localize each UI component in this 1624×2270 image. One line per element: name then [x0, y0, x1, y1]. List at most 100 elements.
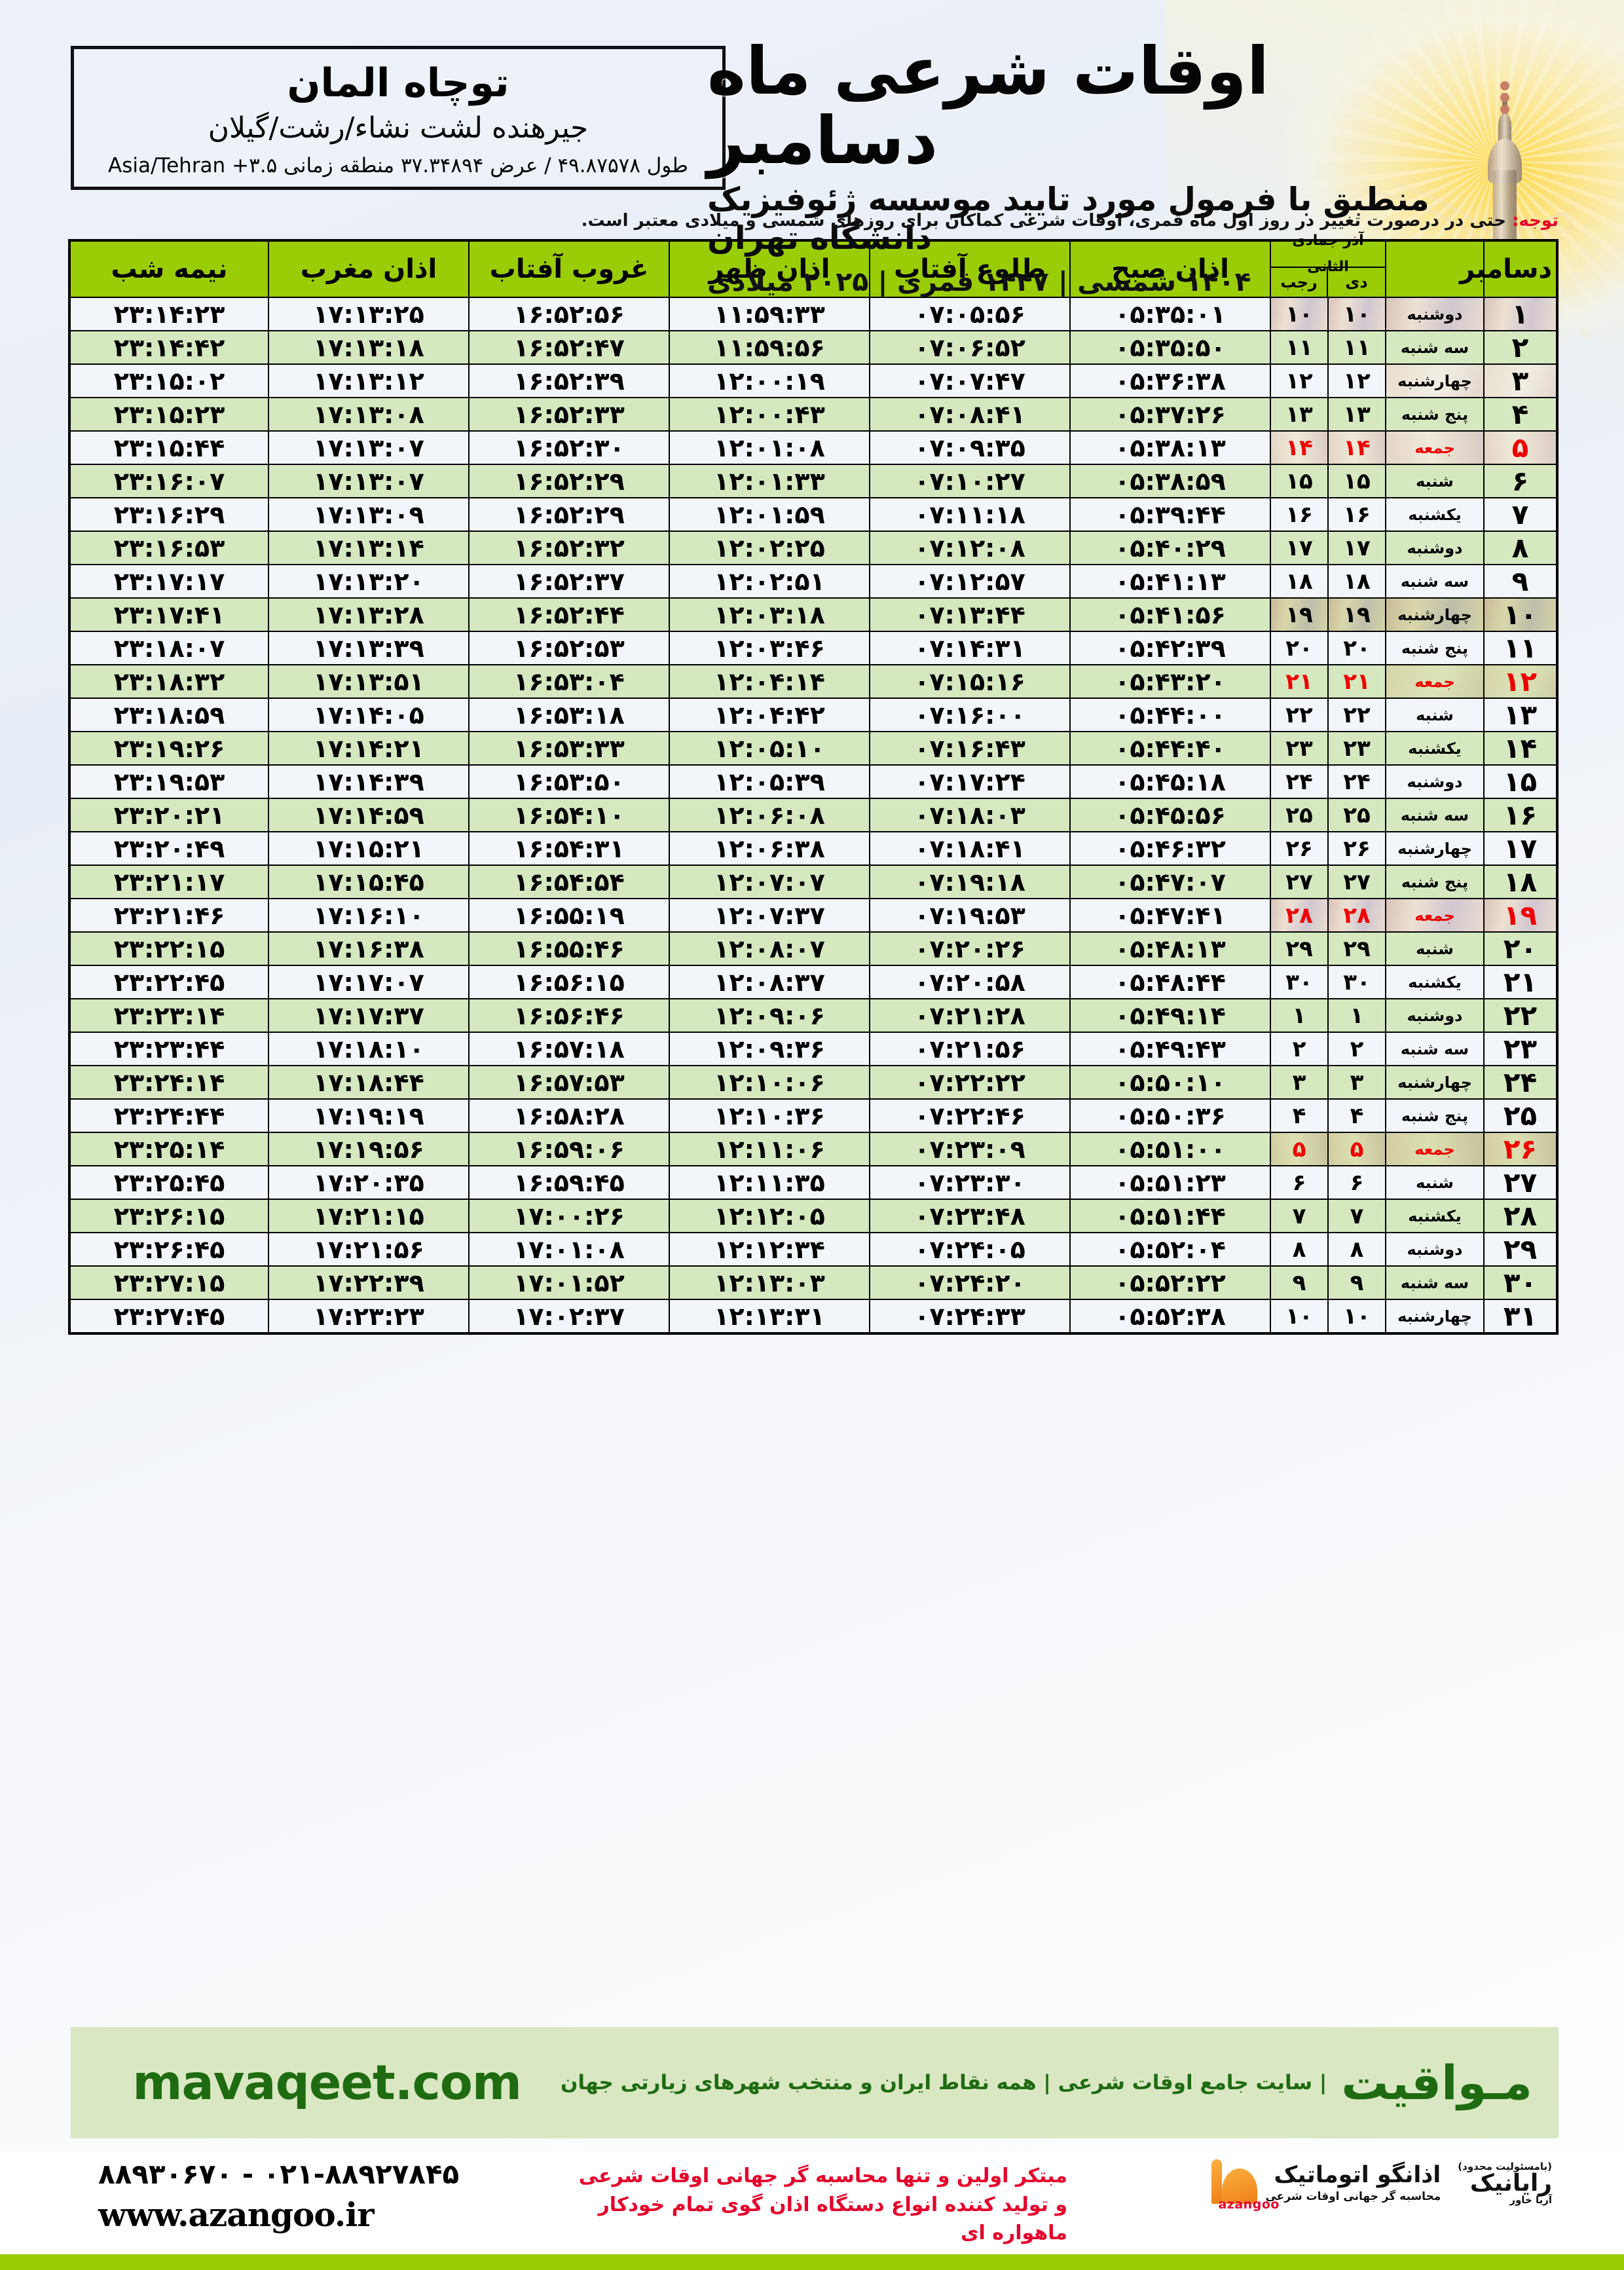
- table-row: ۲۶ جمعه ۵ ۵ ۰۵:۵۱:۰۰ ۰۷:۲۳:۰۹ ۱۲:۱۱:۰۶ ۱۶:۵۹:۰۶…: [68, 1132, 1558, 1166]
- cell-fajr: ۰۵:۴۹:۱۴: [1069, 998, 1271, 1033]
- cell-hijri-qamari: ۲۷: [1327, 865, 1386, 899]
- cell-maghrib: ۱۷:۱۳:۵۱: [267, 664, 470, 699]
- footer-phone[interactable]: ۰۲۱-۸۸۹۲۷۸۴۵ - ۸۸۹۳۰۶۷۰: [98, 2158, 460, 2190]
- cell-weekday: سه شنبه: [1385, 564, 1485, 599]
- footer-red-description: مبتکر اولین و تنها محاسبه گر جهانی اوقات…: [570, 2162, 1067, 2248]
- cell-fajr: ۰۵:۴۴:۴۰: [1069, 731, 1271, 766]
- cell-maghrib: ۱۷:۱۳:۰۷: [267, 464, 470, 498]
- cell-gregorian-day: ۱۱: [1483, 631, 1558, 665]
- th-sunrise: طلوع آفتاب: [868, 240, 1071, 298]
- footer-website[interactable]: www.azangoo.ir: [98, 2195, 375, 2234]
- table-row: ۸ دوشنبه ۱۷ ۱۷ ۰۵:۴۰:۲۹ ۰۷:۱۲:۰۸ ۱۲:۰۲:۲۵ ۱۶:۵۲…: [68, 530, 1558, 565]
- cell-hijri-shamsi: ۴: [1269, 1098, 1329, 1133]
- cell-fajr: ۰۵:۴۸:۴۴: [1069, 965, 1271, 999]
- cell-maghrib: ۱۷:۱۵:۲۱: [267, 831, 470, 866]
- cell-hijri-qamari: ۲: [1327, 1032, 1386, 1066]
- cell-midnight: ۲۳:۱۵:۴۴: [68, 430, 269, 465]
- cell-sunset: ۱۶:۵۲:۳۰: [468, 430, 670, 465]
- cell-gregorian-day: ۳۰: [1483, 1265, 1558, 1300]
- cell-sunset: ۱۷:۰۲:۳۷: [468, 1299, 670, 1334]
- cell-sunrise: ۰۷:۲۲:۴۶: [868, 1098, 1071, 1133]
- cell-sunset: ۱۶:۵۷:۵۳: [468, 1065, 670, 1100]
- site-banner: مـواقیت | سایت جامع اوقات شرعی | همه نقا…: [71, 2027, 1559, 2138]
- cell-dhuhr: ۱۲:۰۰:۱۹: [668, 363, 870, 398]
- cell-gregorian-day: ۲۶: [1483, 1132, 1558, 1166]
- table-row: ۷ یکشنبه ۱۶ ۱۶ ۰۵:۳۹:۴۴ ۰۷:۱۱:۱۸ ۱۲:۰۱:۵۹ ۱۶:۵۲…: [68, 497, 1558, 532]
- table-row: ۶ شنبه ۱۵ ۱۵ ۰۵:۳۸:۵۹ ۰۷:۱۰:۲۷ ۱۲:۰۱:۳۳ ۱۶:۵۲:۲…: [68, 464, 1558, 498]
- cell-gregorian-day: ۱۰: [1483, 597, 1558, 632]
- cell-midnight: ۲۳:۱۶:۰۷: [68, 464, 269, 498]
- cell-weekday: چهارشنبه: [1385, 363, 1485, 398]
- cell-sunrise: ۰۷:۱۸:۴۱: [868, 831, 1071, 866]
- cell-sunrise: ۰۷:۰۷:۴۷: [868, 363, 1071, 398]
- cell-maghrib: ۱۷:۲۲:۳۹: [267, 1265, 470, 1300]
- cell-fajr: ۰۵:۳۶:۳۸: [1069, 363, 1271, 398]
- cell-fajr: ۰۵:۵۲:۳۸: [1069, 1299, 1271, 1334]
- cell-gregorian-day: ۱۴: [1483, 731, 1558, 766]
- cell-weekday: چهارشنبه: [1385, 831, 1485, 866]
- azangoo-latin: azangoo: [1218, 2197, 1280, 2212]
- cell-sunrise: ۰۷:۲۳:۴۸: [868, 1199, 1071, 1233]
- cell-sunrise: ۰۷:۱۰:۲۷: [868, 464, 1071, 498]
- cell-midnight: ۲۳:۲۳:۴۴: [68, 1032, 269, 1066]
- site-url[interactable]: mavaqeet.com: [132, 2055, 522, 2111]
- cell-midnight: ۲۳:۱۹:۵۳: [68, 764, 269, 799]
- cell-weekday: جمعه: [1385, 664, 1485, 699]
- cell-gregorian-day: ۲۴: [1483, 1065, 1558, 1100]
- cell-hijri-shamsi: ۱۸: [1269, 564, 1329, 599]
- cell-weekday: دوشنبه: [1385, 998, 1485, 1033]
- cell-midnight: ۲۳:۱۷:۱۷: [68, 564, 269, 599]
- cell-hijri-qamari: ۴: [1327, 1098, 1386, 1133]
- cell-weekday: جمعه: [1385, 1132, 1485, 1166]
- cell-maghrib: ۱۷:۱۴:۰۵: [267, 698, 470, 732]
- cell-sunset: ۱۶:۵۲:۲۹: [468, 497, 670, 532]
- cell-weekday: پنج شنبه: [1385, 631, 1485, 665]
- table-row: ۱۶ سه شنبه ۲۵ ۲۵ ۰۵:۴۵:۵۶ ۰۷:۱۸:۰۳ ۱۲:۰۶:۰۸ ۱۶:…: [68, 798, 1558, 832]
- cell-sunrise: ۰۷:۲۳:۳۰: [868, 1165, 1071, 1200]
- cell-maghrib: ۱۷:۱۳:۱۸: [267, 330, 470, 365]
- cell-sunrise: ۰۷:۱۴:۳۱: [868, 631, 1071, 665]
- cell-hijri-qamari: ۲۲: [1327, 698, 1386, 732]
- cell-sunrise: ۰۷:۰۸:۴۱: [868, 397, 1071, 432]
- cell-sunset: ۱۶:۵۲:۵۳: [468, 631, 670, 665]
- cell-fajr: ۰۵:۴۵:۱۸: [1069, 764, 1271, 799]
- table-row: ۳ چهارشنبه ۱۲ ۱۲ ۰۵:۳۶:۳۸ ۰۷:۰۷:۴۷ ۱۲:۰۰:۱۹ ۱۶:…: [68, 363, 1558, 398]
- cell-gregorian-day: ۱۸: [1483, 865, 1558, 899]
- cell-midnight: ۲۳:۲۰:۴۹: [68, 831, 269, 866]
- cell-weekday: سه شنبه: [1385, 1032, 1485, 1066]
- cell-dhuhr: ۱۲:۰۸:۳۷: [668, 965, 870, 999]
- rayanic-limited-liability: (بامسئولیت محدود): [1458, 2161, 1552, 2172]
- table-row: ۱ دوشنبه ۱۰ ۱۰ ۰۵:۳۵:۰۱ ۰۷:۰۵:۵۶ ۱۱:۵۹:۳۳ ۱۶:۵۲…: [68, 297, 1558, 331]
- cell-gregorian-day: ۲۲: [1483, 998, 1558, 1033]
- bottom-footer: (بامسئولیت محدود) رایانیک آریا خاور اذان…: [0, 2151, 1624, 2270]
- cell-midnight: ۲۳:۲۴:۴۴: [68, 1098, 269, 1133]
- cell-hijri-qamari: ۱۰: [1327, 297, 1386, 331]
- cell-sunrise: ۰۷:۲۴:۳۳: [868, 1299, 1071, 1334]
- cell-maghrib: ۱۷:۱۷:۰۷: [267, 965, 470, 999]
- cell-dhuhr: ۱۲:۰۵:۱۰: [668, 731, 870, 766]
- cell-hijri-qamari: ۲۹: [1327, 931, 1386, 966]
- cell-hijri-shamsi: ۲۲: [1269, 698, 1329, 732]
- cell-dhuhr: ۱۲:۰۶:۰۸: [668, 798, 870, 832]
- cell-midnight: ۲۳:۲۶:۴۵: [68, 1232, 269, 1267]
- cell-gregorian-day: ۲۰: [1483, 931, 1558, 966]
- azangoo-logo: اذانگو اتوماتیک محاسبه گر جهانی اوقات شر…: [1211, 2157, 1441, 2212]
- cell-fajr: ۰۵:۴۳:۲۰: [1069, 664, 1271, 699]
- cell-weekday: دوشنبه: [1385, 530, 1485, 565]
- cell-hijri-shamsi: ۵: [1269, 1132, 1329, 1166]
- cell-hijri-shamsi: ۲۳: [1269, 731, 1329, 766]
- table-row: ۲۱ یکشنبه ۳۰ ۳۰ ۰۵:۴۸:۴۴ ۰۷:۲۰:۵۸ ۱۲:۰۸:۳۷ ۱۶:۵…: [68, 965, 1558, 999]
- cell-sunset: ۱۶:۵۶:۱۵: [468, 965, 670, 999]
- cell-hijri-shamsi: ۱: [1269, 998, 1329, 1033]
- cell-gregorian-day: ۷: [1483, 497, 1558, 532]
- cell-maghrib: ۱۷:۱۳:۱۲: [267, 363, 470, 398]
- cell-sunset: ۱۶:۵۲:۳۷: [468, 564, 670, 599]
- cell-hijri-shamsi: ۳: [1269, 1065, 1329, 1100]
- cell-hijri-qamari: ۶: [1327, 1165, 1386, 1200]
- cell-sunrise: ۰۷:۲۱:۲۸: [868, 998, 1071, 1033]
- cell-maghrib: ۱۷:۱۳:۳۹: [267, 631, 470, 665]
- cell-weekday: یکشنبه: [1385, 965, 1485, 999]
- cell-maghrib: ۱۷:۱۳:۲۰: [267, 564, 470, 599]
- cell-fajr: ۰۵:۵۲:۰۴: [1069, 1232, 1271, 1267]
